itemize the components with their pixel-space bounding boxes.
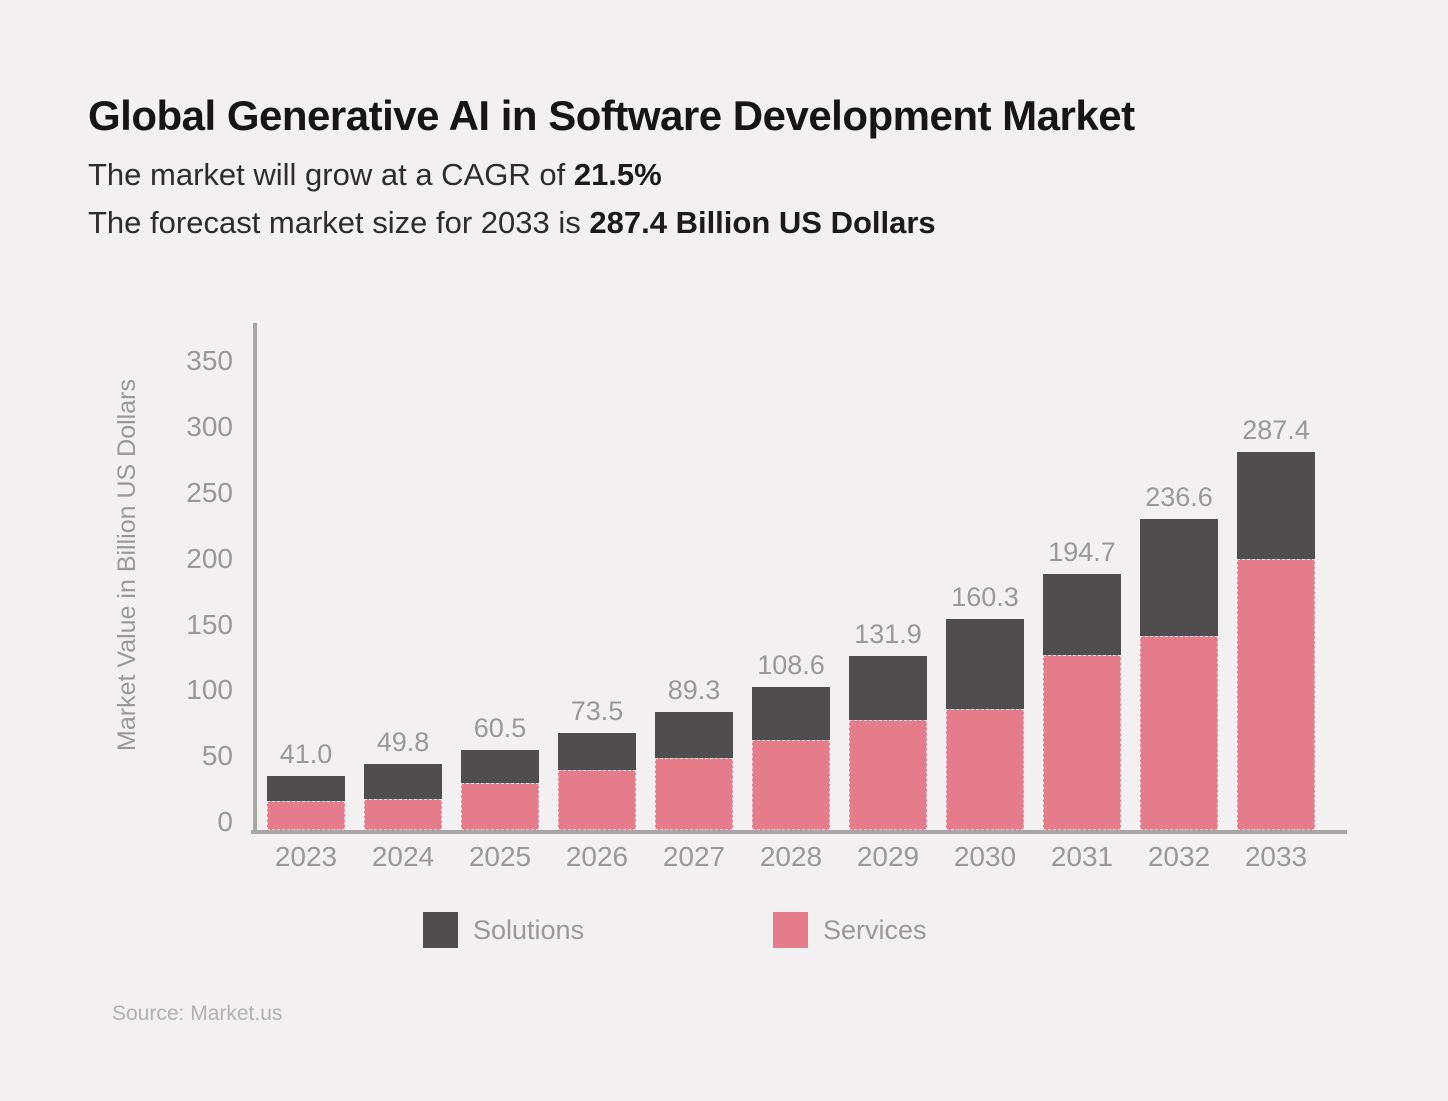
x-tick-label: 2032 (1147, 841, 1211, 872)
x-tick-label: 2033 (1244, 841, 1308, 872)
legend-item-services: Services (773, 912, 927, 948)
services-segment (752, 739, 830, 830)
bar-total-label: 287.4 (1242, 414, 1310, 445)
solutions-segment (1043, 573, 1121, 656)
x-tick-label: 2025 (468, 841, 532, 872)
solutions-segment (461, 750, 539, 784)
y-tick-label: 150 (186, 608, 233, 640)
solutions-segment (1140, 518, 1218, 636)
services-segment (1043, 655, 1121, 830)
services-segment (1140, 636, 1218, 830)
bar-total-label: 236.6 (1145, 481, 1213, 512)
y-tick-label: 50 (201, 740, 233, 772)
x-tick-label: 2027 (662, 841, 726, 872)
services-segment (558, 769, 636, 830)
bar-total-label: 41.0 (279, 739, 333, 770)
x-tick-label: 2026 (565, 841, 629, 872)
bar-total-label: 73.5 (570, 696, 624, 727)
x-tick-label: 2031 (1050, 841, 1114, 872)
solutions-segment (1237, 451, 1315, 560)
subtitle-cagr-text: The market will grow at a CAGR of (88, 157, 574, 192)
bar-total-label: 131.9 (854, 619, 922, 650)
solutions-segment (946, 619, 1024, 709)
legend-label-services: Services (823, 915, 927, 945)
y-tick-label: 350 (186, 345, 233, 377)
x-tick-label: 2028 (759, 841, 823, 872)
chart-title: Global Generative AI in Software Develop… (88, 92, 1135, 139)
solutions-swatch (423, 912, 458, 948)
services-segment (1237, 559, 1315, 830)
services-segment (946, 708, 1024, 830)
y-axis-line (253, 323, 257, 834)
cagr-value: 21.5% (573, 157, 662, 192)
services-segment (849, 719, 927, 830)
bar-total-label: 160.3 (951, 582, 1019, 613)
bar-total-label: 89.3 (667, 675, 721, 706)
bar-total-label: 49.8 (376, 727, 430, 758)
source-note: Source: Market.us (112, 1002, 283, 1025)
solutions-segment (364, 764, 442, 800)
subtitle-forecast-text: The forecast market size for 2033 is (88, 205, 590, 240)
solutions-segment (267, 776, 345, 802)
subtitle-forecast: The forecast market size for 2033 is 287… (88, 205, 936, 241)
forecast-value: 287.4 Billion US Dollars (589, 205, 936, 240)
y-tick-label: 100 (186, 674, 233, 706)
services-segment (461, 783, 539, 830)
x-tick-label: 2029 (856, 841, 920, 872)
x-tick-label: 2024 (371, 841, 435, 872)
y-tick-label: 0 (217, 806, 233, 837)
services-swatch (773, 912, 808, 948)
bar-total-label: 194.7 (1048, 536, 1116, 567)
x-axis-line (251, 830, 1347, 834)
subtitle-cagr: The market will grow at a CAGR of 21.5% (88, 157, 662, 193)
services-segment (655, 757, 733, 830)
x-tick-label: 2023 (274, 841, 338, 872)
y-tick-label: 300 (186, 411, 233, 443)
x-tick-label: 2030 (953, 841, 1017, 872)
solutions-segment (655, 712, 733, 758)
bar-total-label: 108.6 (757, 650, 825, 681)
solutions-segment (752, 687, 830, 740)
legend-label-solutions: Solutions (473, 915, 585, 945)
y-tick-label: 250 (186, 477, 233, 508)
bar-total-label: 60.5 (473, 713, 527, 744)
y-tick-label: 200 (186, 542, 233, 574)
solutions-segment (558, 733, 636, 770)
legend-item-solutions: Solutions (423, 912, 584, 948)
services-segment (267, 801, 345, 830)
services-segment (364, 799, 442, 830)
solutions-segment (849, 656, 927, 720)
